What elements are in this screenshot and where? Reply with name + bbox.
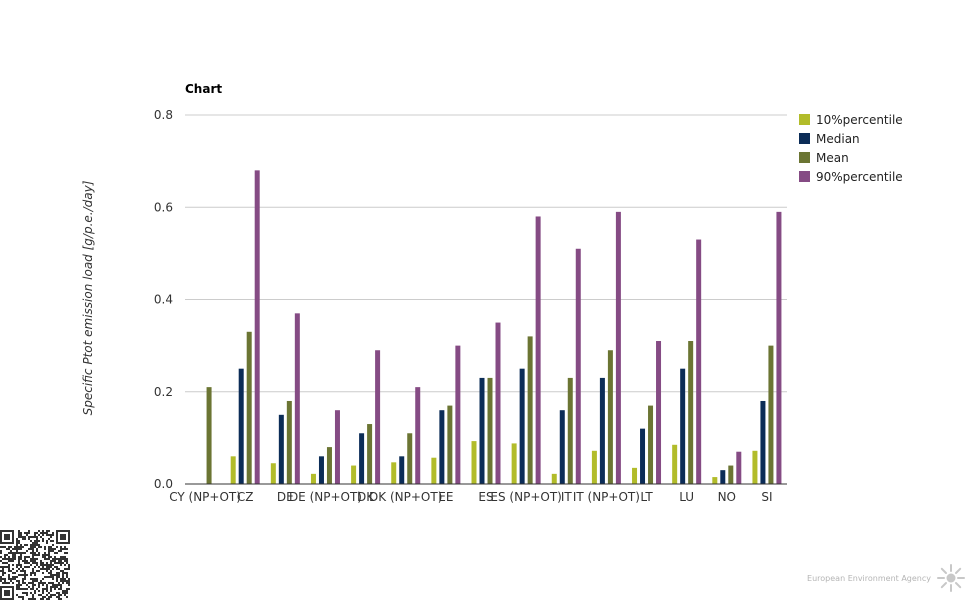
eea-brand-text: European Environment Agency: [807, 573, 931, 583]
bar: [246, 331, 252, 484]
bar: [455, 345, 461, 484]
bar: [407, 433, 413, 484]
bar: [334, 410, 340, 484]
bar: [254, 170, 260, 484]
bar: [567, 377, 573, 484]
x-tick-label: CZ: [237, 490, 254, 504]
bar: [415, 387, 421, 484]
qr-code-icon: [0, 530, 70, 600]
x-tick-label: LU: [679, 490, 694, 504]
bar: [551, 473, 557, 484]
bar: [286, 400, 292, 484]
bar: [278, 414, 284, 484]
bar: [632, 467, 638, 484]
bar: [431, 457, 437, 484]
bar: [399, 456, 405, 484]
y-tick-label: 0.4: [154, 293, 173, 307]
bar: [375, 350, 381, 484]
x-tick-label: ES: [478, 490, 493, 504]
bar: [351, 465, 357, 484]
legend-label: 90%percentile: [816, 170, 903, 184]
x-tick-label: IT (NP+OT): [573, 490, 640, 504]
y-axis-ticks: 0.0 0.2 0.4 0.6 0.8: [154, 108, 173, 491]
x-tick-label: NO: [718, 490, 736, 504]
bar: [359, 433, 365, 484]
bar: [672, 444, 678, 484]
bar: [752, 450, 758, 484]
bar: [728, 465, 734, 484]
bar: [367, 424, 373, 484]
bar: [519, 368, 525, 484]
x-tick-label: DE (NP+OT): [289, 490, 362, 504]
legend-label: Mean: [816, 151, 849, 165]
chart-title: Chart: [185, 82, 222, 96]
legend-swatch: [799, 133, 810, 144]
bar: [310, 473, 316, 484]
x-tick-label: LT: [640, 490, 653, 504]
bar: [615, 211, 621, 485]
bar: [206, 387, 212, 484]
bar: [479, 377, 485, 484]
bar: [736, 451, 742, 484]
y-tick-label: 0.6: [154, 200, 173, 214]
bar: [575, 248, 581, 484]
x-tick-label: DK (NP+OT): [369, 490, 442, 504]
y-tick-label: 0.8: [154, 108, 173, 122]
legend-swatch: [799, 171, 810, 182]
bar: [294, 313, 300, 484]
footer: European Environment Agency: [807, 562, 967, 594]
bar: [680, 368, 686, 484]
y-axis-label: Specific Ptot emission load [g/p.e./day]: [81, 180, 95, 415]
bar: [487, 377, 493, 484]
x-tick-label: IT: [561, 490, 573, 504]
x-tick-label: EE: [438, 490, 453, 504]
bar: [511, 443, 517, 484]
bar: [270, 463, 276, 484]
legend-swatch: [799, 152, 810, 163]
bar: [776, 211, 782, 485]
bar: [495, 322, 501, 484]
gridlines: [185, 114, 787, 393]
bar: [230, 456, 236, 484]
x-tick-label: SI: [761, 490, 772, 504]
bar: [439, 410, 445, 484]
bar: [326, 447, 332, 484]
bar: [471, 441, 477, 484]
bar: [640, 428, 646, 484]
bar: [591, 450, 597, 484]
bar: [599, 377, 605, 484]
bar: [712, 477, 718, 484]
bar: [768, 345, 774, 484]
x-tick-label: DE: [277, 490, 294, 504]
x-tick-label: CY (NP+OT): [169, 490, 241, 504]
x-tick-label: DK: [357, 490, 375, 504]
y-tick-label: 0.2: [154, 385, 173, 399]
bar: [559, 410, 565, 484]
bar: [696, 239, 702, 484]
bar: [760, 400, 766, 484]
bar: [656, 341, 662, 484]
legend-label: 10%percentile: [816, 113, 903, 127]
bar: [527, 336, 533, 484]
bar: [720, 470, 726, 484]
x-tick-label: ES (NP+OT): [490, 490, 561, 504]
y-tick-label: 0.0: [154, 477, 173, 491]
legend-label: Median: [816, 132, 860, 146]
legend-swatch: [799, 114, 810, 125]
bars: [206, 170, 782, 485]
bar: [238, 368, 244, 484]
bar: [447, 405, 453, 484]
bar: [391, 462, 397, 484]
bar: [535, 216, 541, 484]
bar: [688, 341, 694, 484]
bar: [318, 456, 324, 484]
legend: 10%percentile Median Mean 90%percentile: [799, 113, 903, 184]
bar: [648, 405, 654, 484]
bar: [607, 350, 613, 484]
eea-logo-icon: [937, 564, 965, 592]
